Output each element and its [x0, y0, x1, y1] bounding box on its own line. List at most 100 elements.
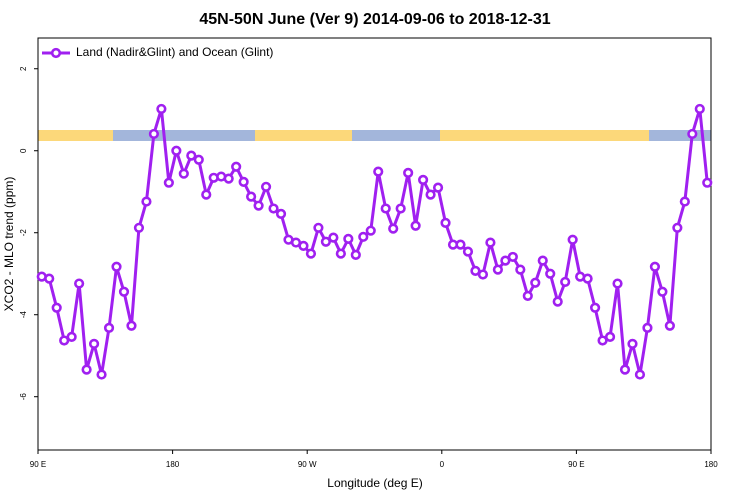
data-point [88, 338, 100, 349]
data-point [432, 182, 444, 193]
land-ocean-bar [38, 130, 711, 141]
data-point [619, 364, 631, 375]
data-point [388, 223, 399, 234]
data-point [500, 255, 511, 266]
data-point [320, 236, 331, 247]
data-point [530, 277, 541, 288]
data-point [171, 145, 182, 156]
data-point [477, 269, 489, 280]
data-point [597, 335, 608, 346]
x-tick-label: 90 E [568, 460, 584, 469]
data-point [253, 200, 264, 211]
data-line [41, 107, 709, 377]
data-point [380, 203, 391, 214]
data-point [201, 189, 212, 200]
data-point [111, 261, 122, 272]
data-point [103, 322, 115, 333]
data-point [604, 331, 616, 342]
data-point [664, 320, 675, 331]
data-point [507, 251, 518, 263]
data-point [156, 103, 167, 115]
data-point [418, 174, 429, 185]
data-point [350, 249, 361, 260]
data-point [627, 338, 638, 349]
data-point [193, 154, 204, 165]
x-tick-label: 0 [440, 460, 445, 469]
data-point [522, 290, 533, 301]
data-point [403, 167, 414, 178]
data-point [275, 208, 287, 219]
y-tick-label: 0 [19, 148, 28, 153]
data-point [365, 225, 376, 236]
land-band [38, 130, 113, 141]
y-tick-label: 2 [19, 66, 28, 71]
data-point [163, 177, 174, 188]
data-point [515, 264, 526, 275]
data-point [612, 278, 623, 289]
data-point [178, 168, 189, 179]
data-point [96, 369, 107, 380]
data-point [552, 296, 563, 307]
data-point [66, 331, 77, 342]
y-tick-label: -4 [19, 311, 28, 319]
plot-frame [37, 37, 712, 451]
x-tick-label: 180 [166, 460, 180, 469]
data-point [470, 265, 481, 276]
y-tick-label: -6 [19, 393, 28, 401]
x-tick-label: 180 [704, 460, 718, 469]
data-point [81, 364, 92, 375]
data-point [694, 103, 705, 115]
data-point [702, 177, 713, 188]
data-point [582, 273, 593, 284]
data-point [328, 232, 339, 243]
data-point [260, 181, 272, 192]
data-point [238, 176, 249, 187]
x-tick-label: 90 E [30, 460, 46, 469]
data-point [223, 173, 234, 184]
data-point [126, 320, 137, 331]
data-point [634, 369, 646, 380]
x-tick-label: 90 W [298, 460, 317, 469]
legend-marker [50, 47, 62, 59]
data-point [298, 240, 309, 251]
data-point [313, 222, 324, 233]
data-point [425, 189, 436, 200]
data-point [687, 128, 698, 140]
data-point [492, 264, 503, 275]
data-point [395, 203, 406, 214]
data-point [246, 191, 257, 202]
y-axis-label: XCO2 - MLO trend (ppm) [2, 177, 16, 312]
data-point [141, 196, 152, 207]
legend-label: Land (Nadir&Glint) and Ocean (Glint) [76, 45, 273, 59]
data-point [649, 261, 661, 272]
data-point [455, 239, 466, 250]
data-point [657, 286, 668, 297]
y-tick-label: -2 [19, 229, 28, 237]
data-point [231, 161, 242, 172]
data-point [305, 248, 317, 259]
data-point [560, 276, 571, 288]
data-point [74, 278, 85, 289]
data-point [672, 222, 683, 233]
data-point [59, 335, 70, 346]
data-point [485, 237, 496, 248]
data-point [642, 322, 653, 333]
data-point [44, 273, 55, 284]
data-point [537, 255, 548, 266]
land-band [440, 130, 649, 141]
data-point [589, 302, 601, 313]
data-point [358, 231, 369, 242]
data-point [462, 246, 474, 257]
data-point [268, 203, 279, 214]
data-point [373, 166, 384, 177]
chart-title: 45N-50N June (Ver 9) 2014-09-06 to 2018-… [199, 11, 550, 28]
data-point [545, 268, 556, 279]
data-point [343, 233, 354, 244]
data-point [410, 220, 421, 231]
data-point [335, 248, 346, 259]
data-point [679, 196, 690, 207]
data-point [51, 302, 62, 313]
ocean-band [38, 130, 711, 141]
